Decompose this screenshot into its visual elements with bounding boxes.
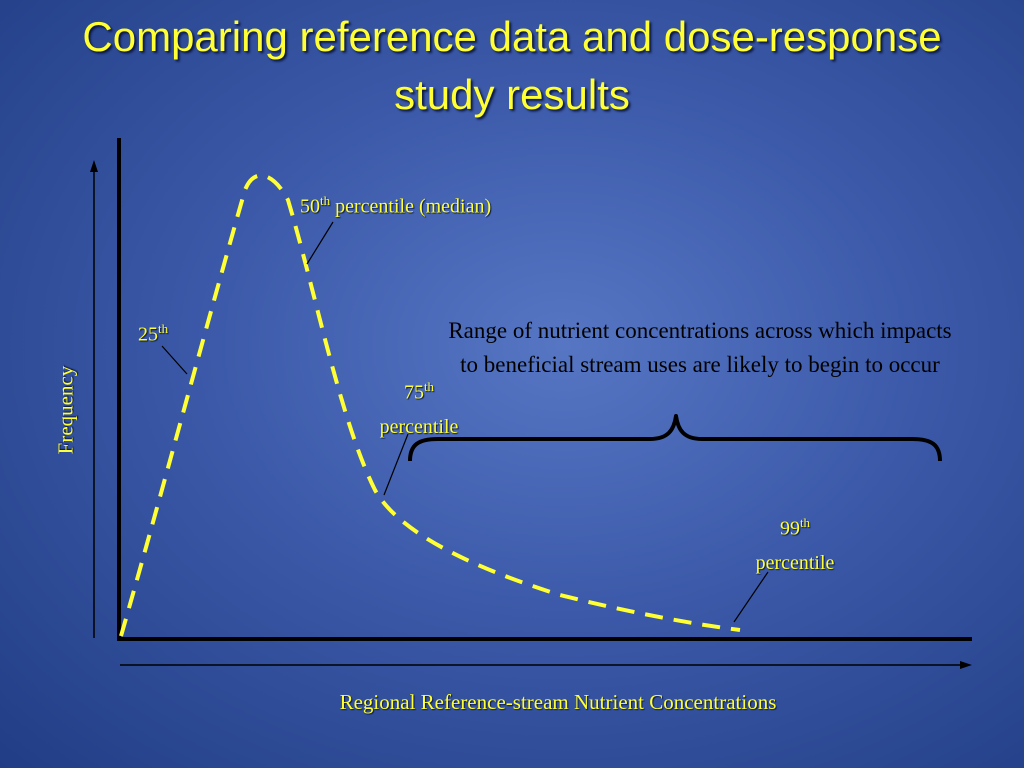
leader-line-p50 — [306, 221, 334, 265]
label-p25-num: 25 — [138, 323, 158, 346]
label-p25: 25th — [138, 312, 168, 352]
label-p75: 75th percentile — [362, 370, 476, 444]
label-p75-text: percentile — [379, 415, 459, 438]
range-description: Range of nutrient concentrations across … — [448, 318, 952, 377]
label-p99-num: 99 — [779, 517, 800, 540]
label-p50-num: 50 — [300, 195, 320, 218]
leader-line-p99 — [733, 571, 769, 623]
label-p99-text: percentile — [755, 551, 835, 574]
label-p25-sup: th — [158, 321, 169, 336]
y-arrow-head — [90, 160, 98, 172]
leader-line-p25 — [161, 345, 188, 375]
x-arrow-head — [960, 661, 972, 669]
label-p75-sup: th — [423, 379, 435, 394]
label-p50: 50th percentile (median) — [300, 184, 491, 224]
label-p99-sup: th — [799, 515, 811, 530]
range-brace — [408, 414, 942, 462]
label-p50-text: percentile (median) — [335, 195, 492, 218]
label-p75-num: 75 — [403, 381, 424, 404]
label-p99: 99th percentile — [738, 506, 852, 580]
y-axis-label: Frequency — [53, 365, 78, 455]
x-axis-label: Regional Reference-stream Nutrient Conce… — [339, 690, 777, 714]
leader-line-p75 — [383, 433, 409, 496]
slide-title: Comparing reference data and dose-respon… — [82, 13, 942, 118]
label-p50-sup: th — [320, 193, 331, 208]
distribution-curve — [119, 173, 741, 637]
